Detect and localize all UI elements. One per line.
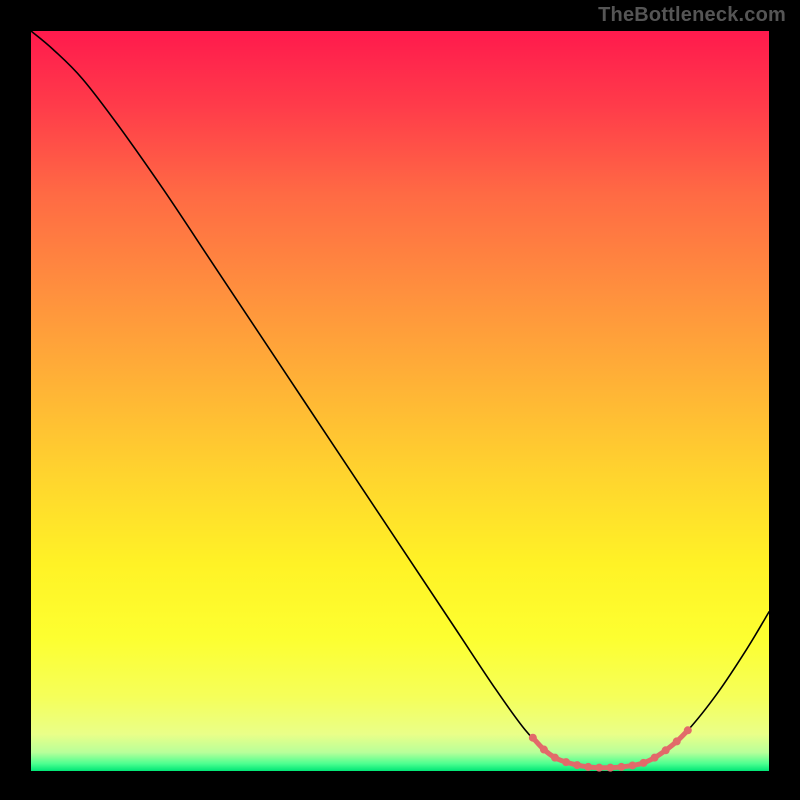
marker-dot xyxy=(640,759,648,767)
marker-dot xyxy=(606,764,614,772)
marker-dot xyxy=(651,754,659,762)
marker-dot xyxy=(673,737,681,745)
watermark-text: TheBottleneck.com xyxy=(598,4,786,27)
marker-dot xyxy=(684,726,692,734)
chart-container: TheBottleneck.com xyxy=(0,0,800,800)
marker-dot xyxy=(540,746,548,754)
marker-dot xyxy=(595,764,603,772)
marker-dot xyxy=(662,746,670,754)
marker-dot xyxy=(529,734,537,742)
marker-dot xyxy=(584,763,592,771)
marker-dot xyxy=(551,754,559,762)
marker-dot xyxy=(628,761,636,769)
marker-dot xyxy=(573,761,581,769)
plot-background xyxy=(31,31,769,771)
bottleneck-chart xyxy=(0,0,800,800)
marker-dot xyxy=(562,758,570,766)
marker-dot xyxy=(617,763,625,771)
